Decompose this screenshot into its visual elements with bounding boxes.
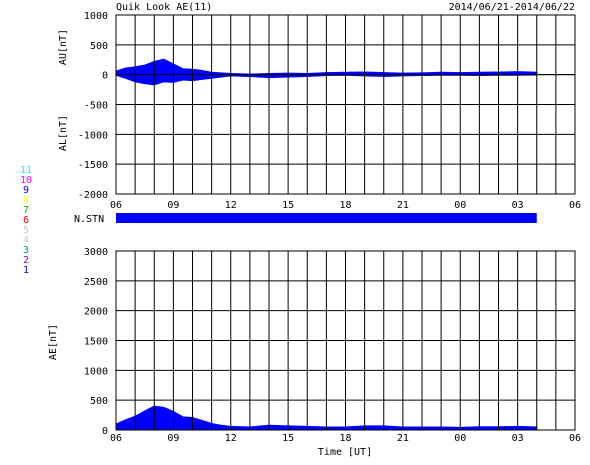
x-tick-label: 06 <box>569 200 581 211</box>
x-tick-label: 03 <box>512 200 524 211</box>
y-tick-label: 0 <box>102 71 108 82</box>
x-tick-label: 09 <box>167 433 179 444</box>
au-axis-label: AU[nT] <box>58 29 69 65</box>
y-tick-label: 1500 <box>84 337 108 348</box>
nstn-label: N.STN <box>74 214 104 225</box>
y-tick-label: -2000 <box>78 190 108 201</box>
x-tick-label: 21 <box>397 433 409 444</box>
x-tick-label: 00 <box>454 433 466 444</box>
y-tick-label: 2500 <box>84 277 108 288</box>
plot-frame <box>115 250 576 431</box>
x-tick-label: 18 <box>339 433 351 444</box>
x-tick-label: 21 <box>397 200 409 211</box>
x-tick-label: 09 <box>167 200 179 211</box>
station-legend-item: 11 <box>20 165 32 176</box>
y-tick-label: 1000 <box>84 366 108 377</box>
y-tick-label: 3000 <box>84 247 108 258</box>
y-tick-label: -1000 <box>78 130 108 141</box>
x-tick-label: 06 <box>110 200 122 211</box>
x-tick-label: 03 <box>512 433 524 444</box>
y-tick-label: 500 <box>90 396 108 407</box>
ae-area <box>115 405 538 431</box>
station-legend-item: 2 <box>23 255 29 266</box>
x-tick-label: 12 <box>225 433 237 444</box>
x-axis-label: Time [UT] <box>318 447 372 458</box>
y-tick-label: 1000 <box>84 11 108 22</box>
y-tick-label: -500 <box>84 101 108 112</box>
station-legend-item: 7 <box>23 205 29 216</box>
y-tick-label: 0 <box>102 426 108 437</box>
x-tick-label: 15 <box>282 433 294 444</box>
station-legend-item: 8 <box>23 195 29 206</box>
station-legend-item: 10 <box>20 175 32 186</box>
al-axis-label: AL[nT] <box>58 115 69 151</box>
x-tick-label: 00 <box>454 200 466 211</box>
x-tick-label: 15 <box>282 200 294 211</box>
x-tick-label: 06 <box>110 433 122 444</box>
station-legend-item: 1 <box>23 265 29 276</box>
station-legend-item: 3 <box>23 245 29 256</box>
y-tick-label: 500 <box>90 41 108 52</box>
y-tick-label: 2000 <box>84 307 108 318</box>
station-legend-item: 9 <box>23 185 29 196</box>
ae-axis-label: AE[nT] <box>48 324 59 360</box>
chart-title: Quik Look AE(11) <box>116 2 212 13</box>
station-legend-item: 5 <box>23 225 29 236</box>
plot-frame <box>115 14 576 195</box>
nstn-bar <box>116 213 537 223</box>
y-tick-label: -1500 <box>78 160 108 171</box>
station-legend-item: 6 <box>23 215 29 226</box>
x-tick-label: 06 <box>569 433 581 444</box>
date-range: 2014/06/21-2014/06/22 <box>449 2 575 13</box>
station-legend-item: 4 <box>23 235 29 246</box>
x-tick-label: 12 <box>225 200 237 211</box>
x-tick-label: 18 <box>339 200 351 211</box>
